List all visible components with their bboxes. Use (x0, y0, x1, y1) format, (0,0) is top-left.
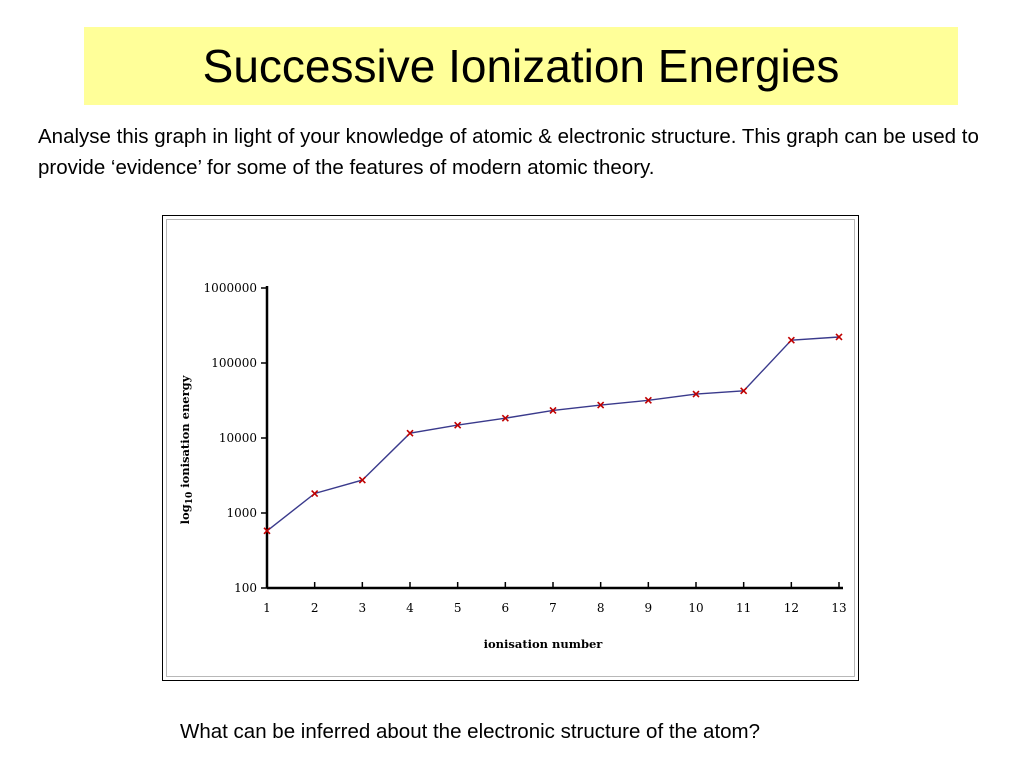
data-point (263, 527, 271, 535)
x-axis-title: ionisation number (484, 637, 604, 651)
x-tick-label: 9 (645, 601, 653, 615)
chart-inner-border (166, 219, 855, 677)
x-tick-label: 13 (831, 601, 846, 615)
data-point-stroke (787, 336, 795, 344)
data-point-stroke (311, 489, 319, 498)
data-point (549, 406, 557, 414)
data-point (597, 401, 605, 409)
data-point (787, 336, 795, 344)
x-tick-label: 6 (502, 601, 510, 615)
x-tick-label: 3 (359, 601, 367, 615)
data-point-stroke (835, 333, 843, 341)
x-tick-label: 4 (406, 601, 414, 615)
data-point (406, 429, 414, 437)
y-tick-label: 1000000 (204, 281, 257, 295)
data-point (740, 387, 748, 395)
data-point (454, 421, 462, 429)
data-point-stroke (740, 387, 748, 395)
y-ticks: 100 1000 10000 100000 1000000 (204, 281, 267, 595)
data-point-stroke (644, 396, 652, 404)
y-tick-label: 10000 (219, 431, 257, 445)
data-markers (263, 333, 843, 535)
data-point (501, 414, 509, 422)
x-tick-label: 7 (549, 601, 557, 615)
x-tick-label: 11 (736, 601, 751, 615)
data-point (692, 390, 700, 398)
y-tick-label: 100 (234, 581, 257, 595)
question-text: What can be inferred about the electroni… (180, 720, 761, 743)
data-point-stroke (597, 401, 605, 409)
data-point-stroke (263, 527, 271, 535)
x-tick-label: 8 (597, 601, 605, 615)
data-point-stroke (501, 414, 509, 422)
data-point-stroke (454, 421, 462, 429)
series-line (266, 336, 840, 532)
title-banner: Successive Ionization Energies (84, 27, 958, 105)
data-point-stroke (549, 406, 557, 414)
x-tick-label: 12 (784, 601, 799, 615)
data-point-stroke (692, 390, 700, 398)
data-point-stroke (358, 476, 366, 484)
data-point (311, 489, 319, 498)
data-point (835, 333, 843, 341)
x-tick-label: 10 (688, 601, 703, 615)
slide-title: Successive Ionization Energies (202, 40, 840, 92)
x-tick-label: 2 (311, 601, 319, 615)
intro-paragraph: Analyse this graph in light of your know… (38, 125, 979, 179)
y-tick-label: 100000 (211, 356, 257, 370)
x-tick-label: 5 (454, 601, 462, 615)
y-tick-label: 1000 (226, 506, 257, 520)
y-axis-title-subscript: 10 (185, 492, 195, 505)
y-axis-title-log: log (178, 504, 192, 524)
data-point (644, 396, 652, 404)
data-point (358, 476, 366, 484)
chart-frame: 100 1000 10000 100000 1000000 1 2 3 4 5 6 7 8 9 10 11 1… (162, 215, 859, 681)
x-ticks: 1 2 3 4 5 6 7 8 9 10 11 12 13 (263, 582, 847, 615)
y-axis-title: log10 ionisation energy (178, 375, 195, 524)
data-point-stroke (406, 429, 414, 437)
x-tick-label: 1 (263, 601, 271, 615)
y-axis-title-text: ionisation energy (178, 375, 192, 492)
